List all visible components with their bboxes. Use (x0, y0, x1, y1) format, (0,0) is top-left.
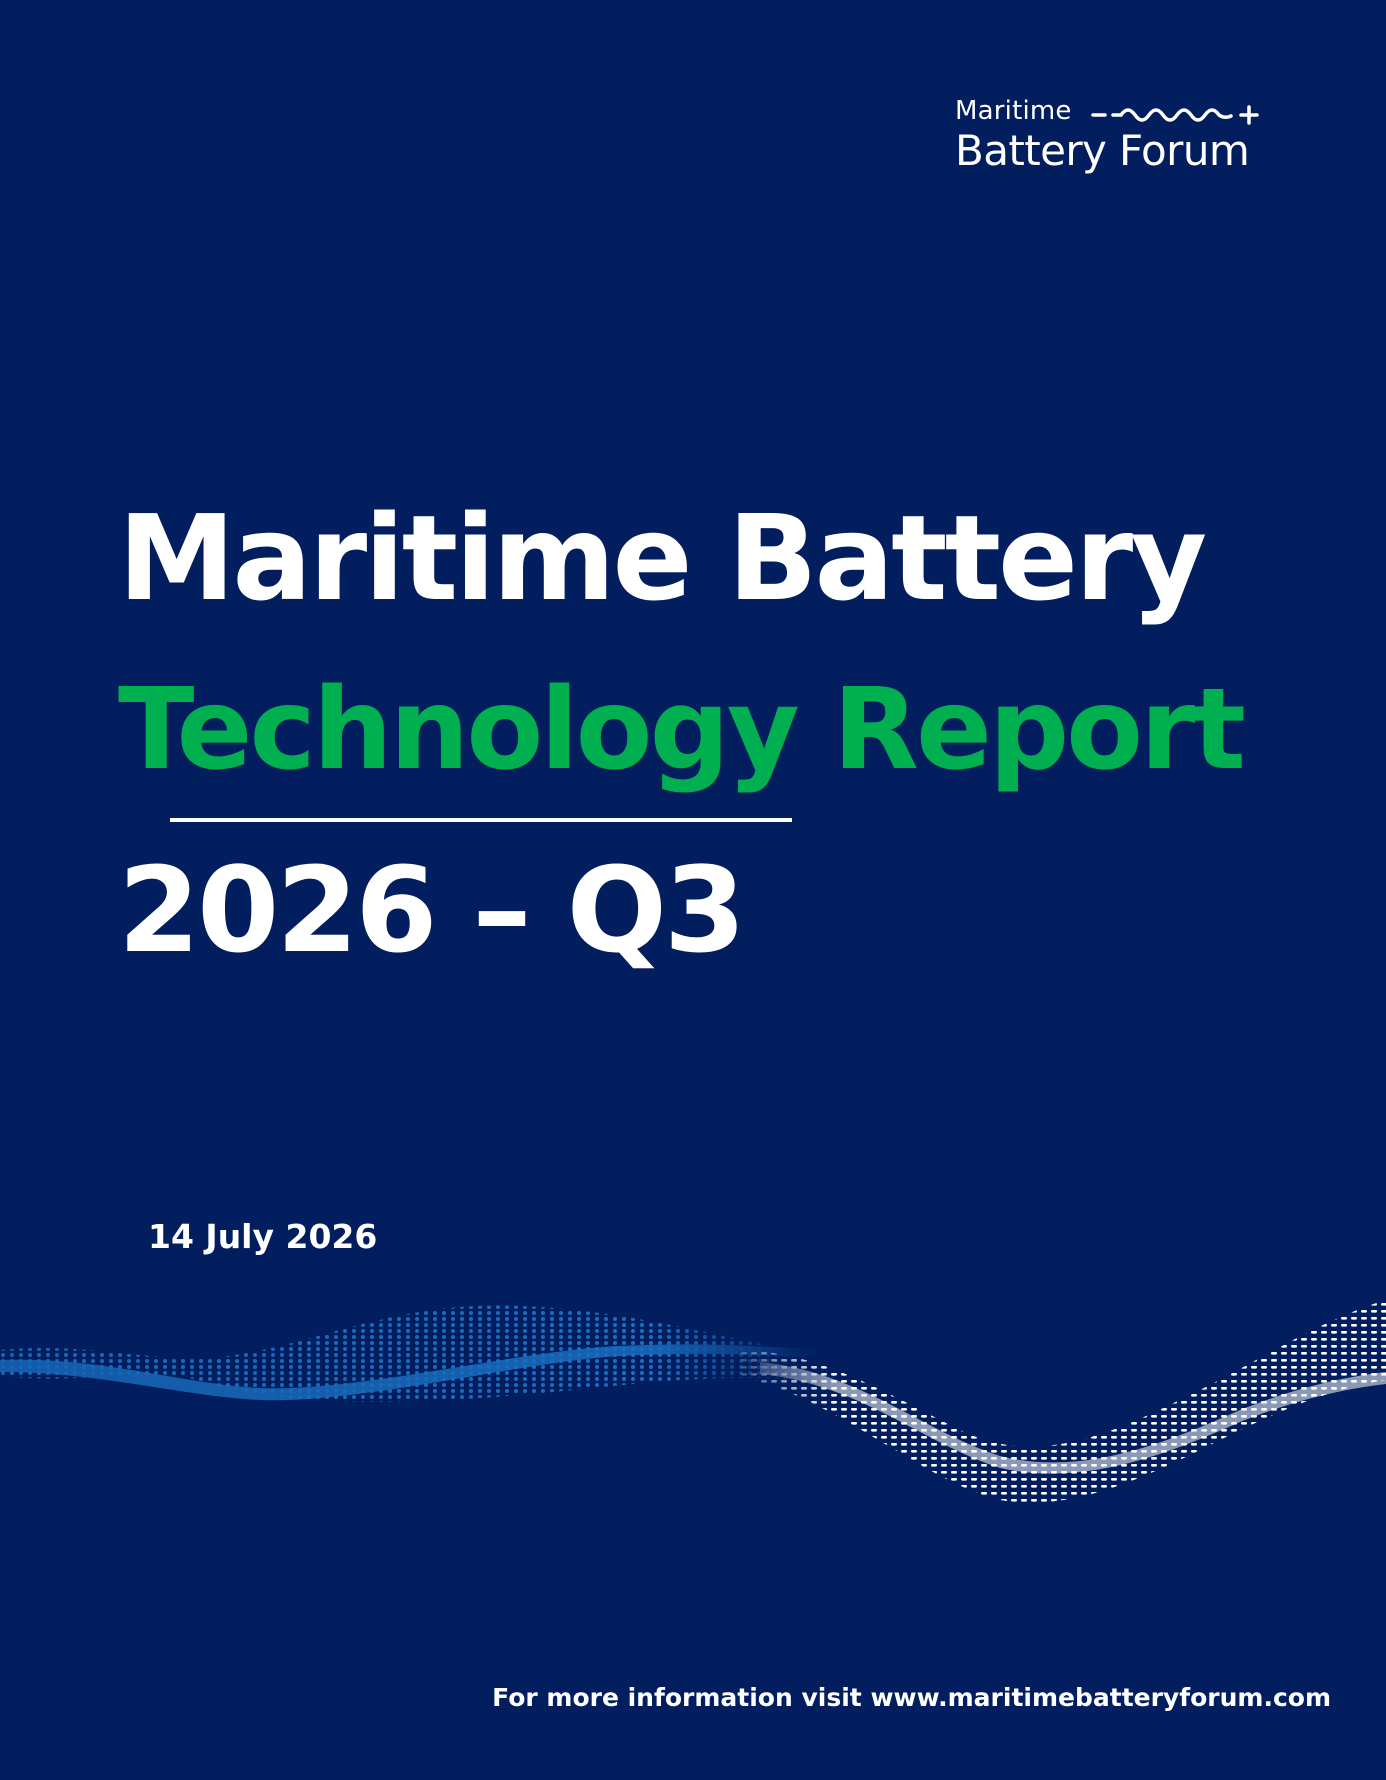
title-line2: Technology Report (118, 665, 1246, 795)
sine-wave-icon (1091, 105, 1259, 125)
logo-line2: Battery Forum (955, 126, 1250, 175)
title-divider (170, 818, 792, 822)
title-line3: 2026 – Q3 (118, 841, 746, 979)
footer-info: For more information visit www.maritimeb… (492, 1683, 1331, 1712)
forum-logo: Maritime Battery Forum (955, 96, 1285, 186)
dotted-wave-decoration (0, 1300, 1386, 1503)
logo-line1: Maritime (955, 96, 1072, 126)
title-line1: Maritime Battery (118, 489, 1207, 627)
report-date: 14 July 2026 (148, 1217, 378, 1256)
